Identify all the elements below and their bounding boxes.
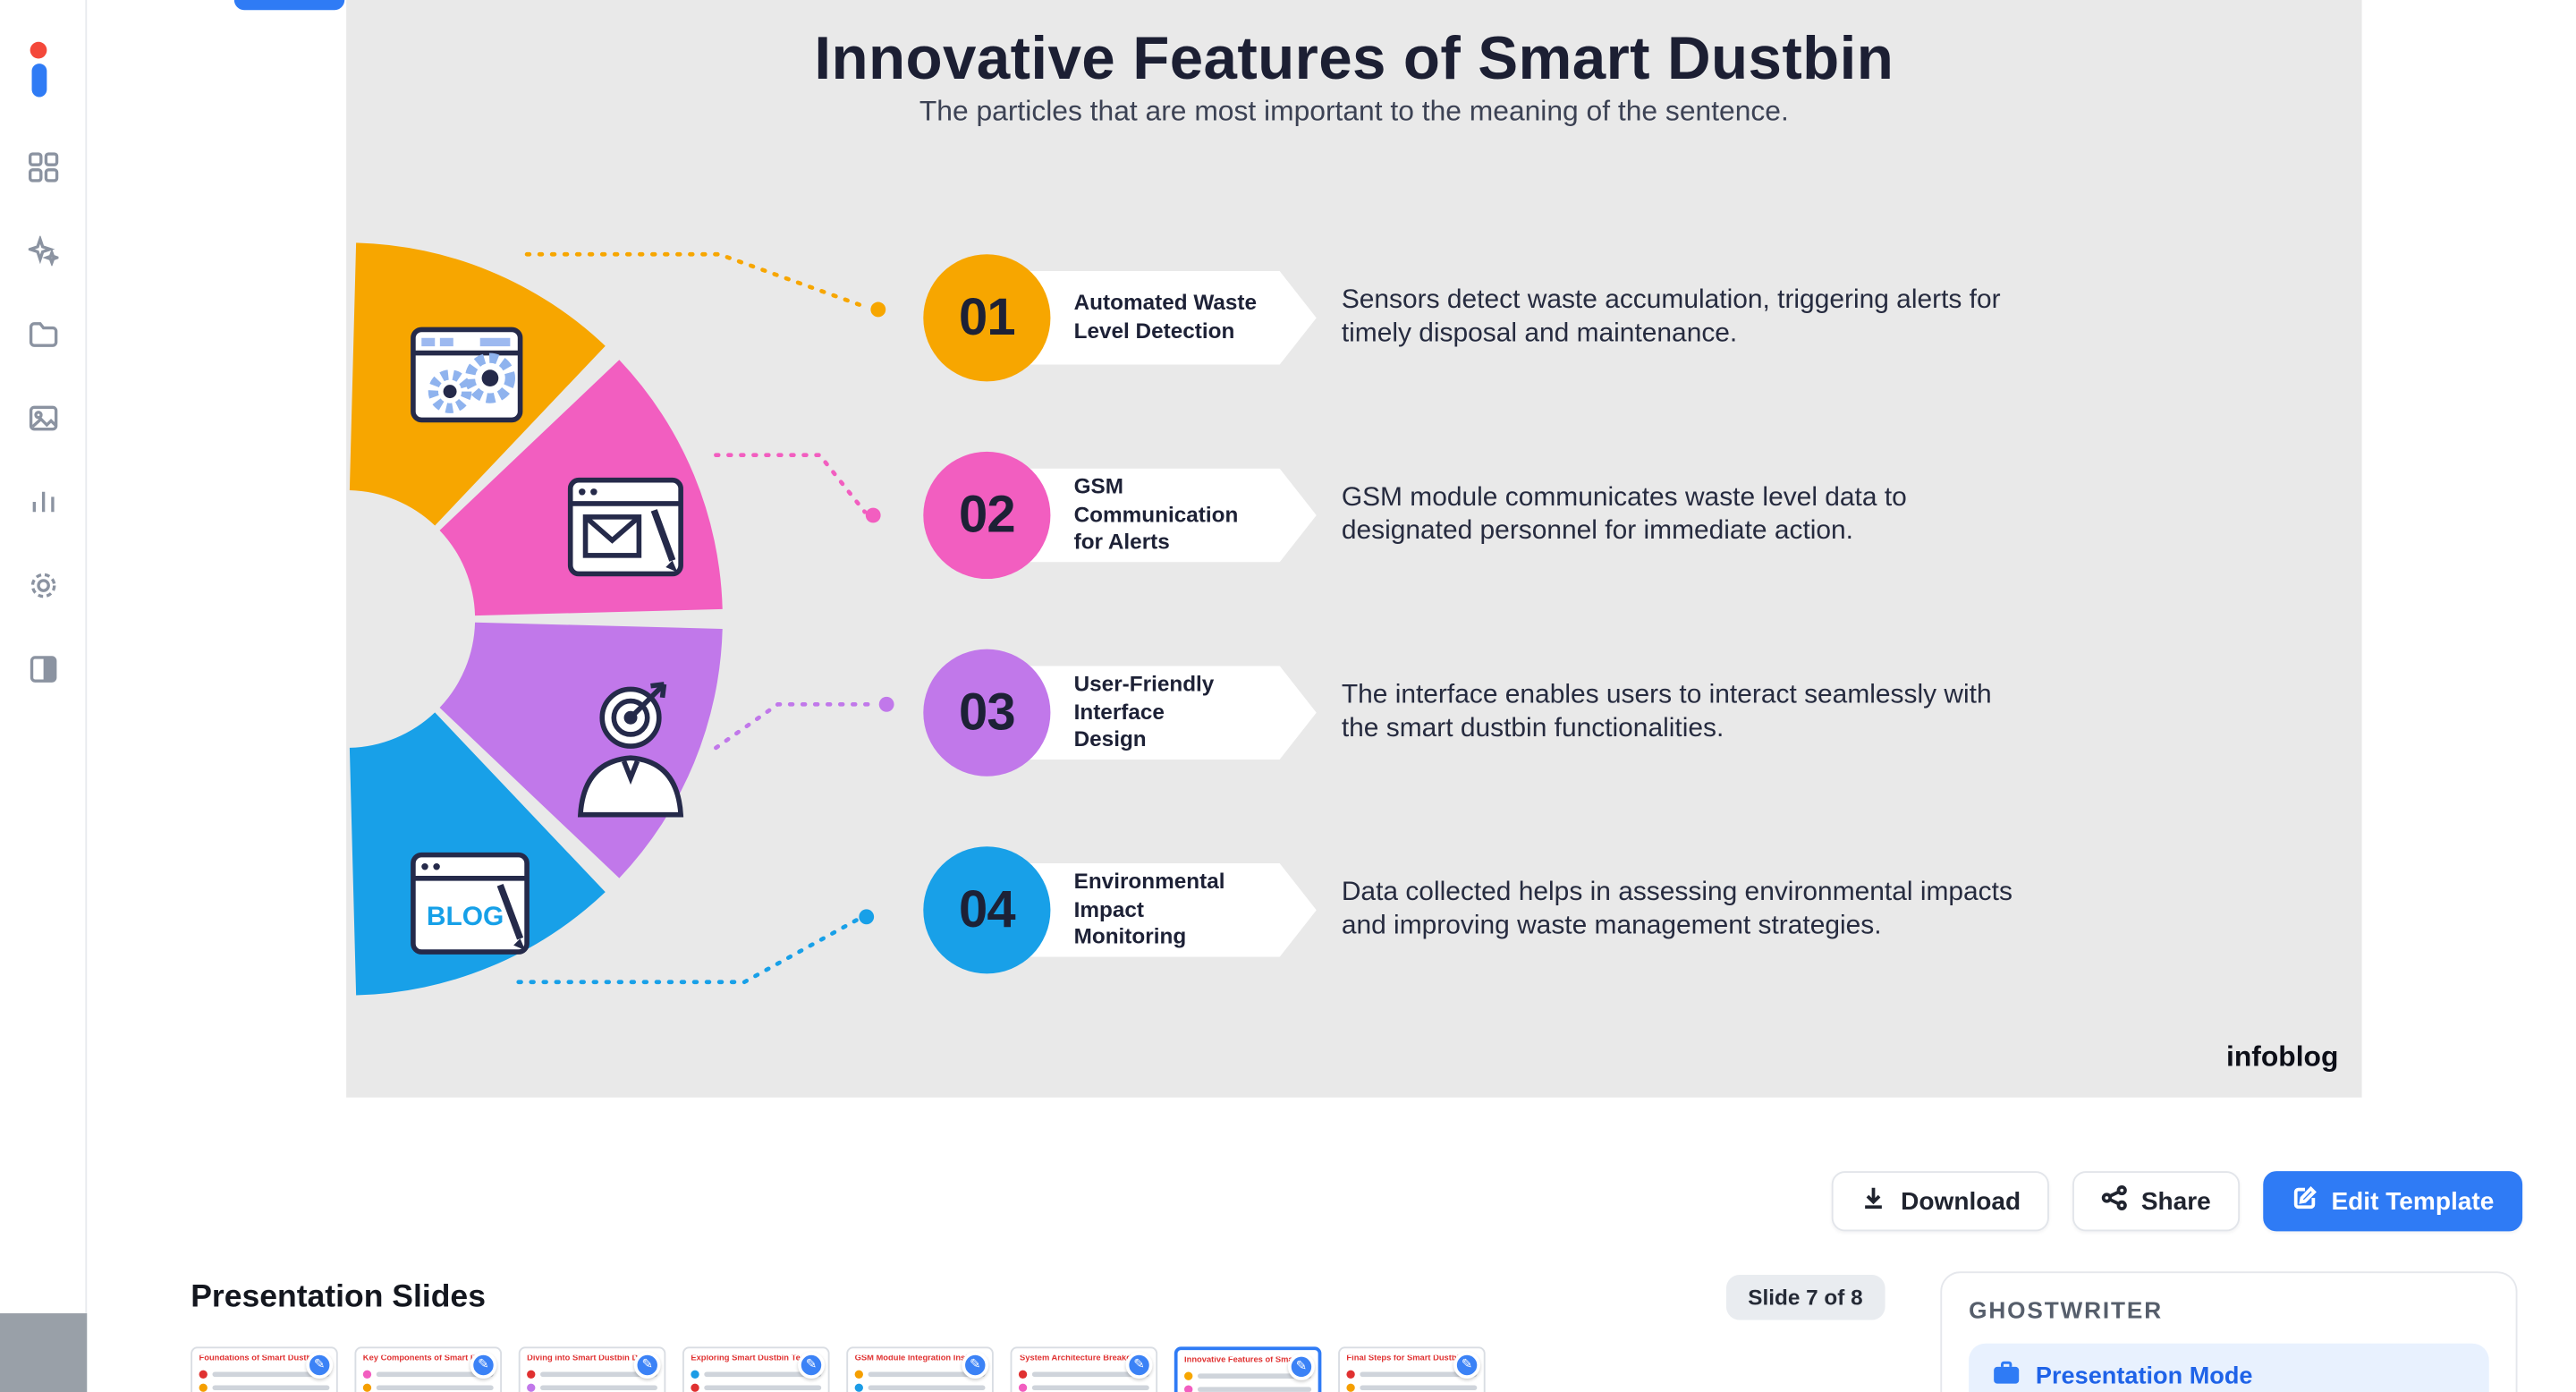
briefcase-icon (1992, 1360, 2021, 1392)
cropped-toolbar-button[interactable] (233, 0, 345, 11)
thumbnail-edit-icon[interactable]: ✎ (798, 1352, 825, 1379)
feature-title: Automated Waste Level Detection (1073, 289, 1258, 344)
thumbnail-edit-icon[interactable]: ✎ (1125, 1352, 1153, 1379)
thumb-graphic (362, 1369, 494, 1392)
gears-browser-icon (411, 327, 523, 423)
presentation-mode-option[interactable]: Presentation Mode Each slide has unique … (1969, 1343, 2489, 1392)
slide-thumbnail-7-selected[interactable]: Innovative Features of Smart Dustbin ✎ (1174, 1346, 1322, 1392)
sidebar (0, 0, 88, 1392)
infoblog-watermark: infoblog (2226, 1040, 2339, 1073)
feature-number-badge: 01 (923, 254, 1051, 382)
thumbnail-edit-icon[interactable]: ✎ (962, 1352, 989, 1379)
feature-row-4: Environmental Impact Monitoring 04 Data … (346, 846, 2361, 974)
edit-pencil-icon (2292, 1184, 2318, 1218)
thumb-graphic (1346, 1369, 1478, 1392)
share-button[interactable]: Share (2072, 1171, 2240, 1232)
thumb-graphic (854, 1369, 986, 1392)
ghostwriter-heading: GHOSTWRITER (1969, 1296, 2164, 1324)
mail-browser-icon (567, 477, 683, 577)
feature-title: Environmental Impact Monitoring (1073, 867, 1225, 950)
thumb-graphic (691, 1369, 822, 1392)
slide-thumbnail-6[interactable]: System Architecture Breakdown ✎ (1010, 1346, 1158, 1392)
feature-number-badge: 04 (923, 846, 1051, 974)
feature-description: Data collected helps in assessing enviro… (1341, 878, 2012, 940)
slide-thumbnail-4[interactable]: Exploring Smart Dustbin Technology ✎ (682, 1346, 830, 1392)
feature-description: Sensors detect waste accumulation, trigg… (1341, 285, 2001, 348)
thumbnail-edit-icon[interactable]: ✎ (1453, 1352, 1481, 1379)
thumbnail-strip: Foundations of Smart Dustbin Design ✎ Ke… (191, 1346, 1486, 1392)
presentation-slides-heading: Presentation Slides (191, 1279, 486, 1315)
slide-thumbnail-8[interactable]: Final Steps for Smart Dustbin Success ✎ (1338, 1346, 1486, 1392)
download-icon (1860, 1184, 1887, 1218)
thumbnail-edit-icon[interactable]: ✎ (633, 1352, 661, 1379)
feature-row-1: Automated Waste Level Detection 01 Senso… (346, 254, 2361, 382)
sidebar-bottom-block (0, 1313, 88, 1392)
gear-icon[interactable] (23, 565, 64, 606)
feature-description: The interface enables users to interact … (1341, 681, 1992, 743)
share-icon (2101, 1184, 2128, 1218)
thumbnail-edit-icon[interactable]: ✎ (306, 1352, 334, 1379)
edit-template-button[interactable]: Edit Template (2262, 1171, 2523, 1232)
thumb-graphic (1018, 1369, 1149, 1392)
feature-title: User-Friendly Interface Design (1073, 670, 1215, 752)
feature-title: GSM Communication for Alerts (1073, 472, 1239, 555)
feature-number-badge: 02 (923, 451, 1051, 580)
thumbnail-edit-icon[interactable]: ✎ (470, 1352, 497, 1379)
feature-row-3: User-Friendly Interface Design 03 The in… (346, 649, 2361, 777)
thumbnail-edit-icon[interactable]: ✎ (1287, 1353, 1315, 1380)
slide-thumbnail-2[interactable]: Key Components of Smart Dustbin Design ✎ (354, 1346, 503, 1392)
half-donut-graphic: BLOG (349, 242, 723, 996)
sparkles-icon[interactable] (23, 231, 64, 271)
presentation-mode-label: Presentation Mode (2035, 1363, 2253, 1391)
image-icon[interactable] (23, 398, 64, 438)
slide-subtitle: The particles that are most important to… (919, 95, 1789, 128)
svg-text:BLOG: BLOG (427, 902, 504, 931)
slide-preview: Innovative Features of Smart Dustbin The… (346, 0, 2362, 1098)
brand-kit-icon[interactable] (23, 649, 64, 690)
slide-title: Innovative Features of Smart Dustbin (814, 23, 1894, 92)
chart-icon[interactable] (23, 482, 64, 522)
slide-thumbnail-5[interactable]: GSM Module Integration Insights ✎ (846, 1346, 994, 1392)
app-logo-icon[interactable] (23, 40, 64, 100)
feature-description: GSM module communicates waste level data… (1341, 483, 1907, 546)
thumb-graphic (199, 1369, 330, 1392)
download-button[interactable]: Download (1832, 1171, 2049, 1232)
thumb-graphic (1184, 1371, 1312, 1392)
actions-row: Download Share Edit Template (1832, 1171, 2523, 1232)
slide-position-badge: Slide 7 of 8 (1725, 1275, 1885, 1320)
feature-row-2: GSM Communication for Alerts 02 GSM modu… (346, 451, 2361, 580)
slide-thumbnail-3[interactable]: Diving into Smart Dustbin Design ✎ (518, 1346, 666, 1392)
feature-number-badge: 03 (923, 649, 1051, 777)
user-target-icon (577, 682, 684, 818)
slide-thumbnail-1[interactable]: Foundations of Smart Dustbin Design ✎ (191, 1346, 338, 1392)
ghostwriter-panel: GHOSTWRITER Presentation Mode Each slide… (1940, 1271, 2518, 1392)
thumb-graphic (527, 1369, 657, 1392)
grid-icon[interactable] (23, 148, 64, 188)
folder-icon[interactable] (23, 315, 64, 355)
